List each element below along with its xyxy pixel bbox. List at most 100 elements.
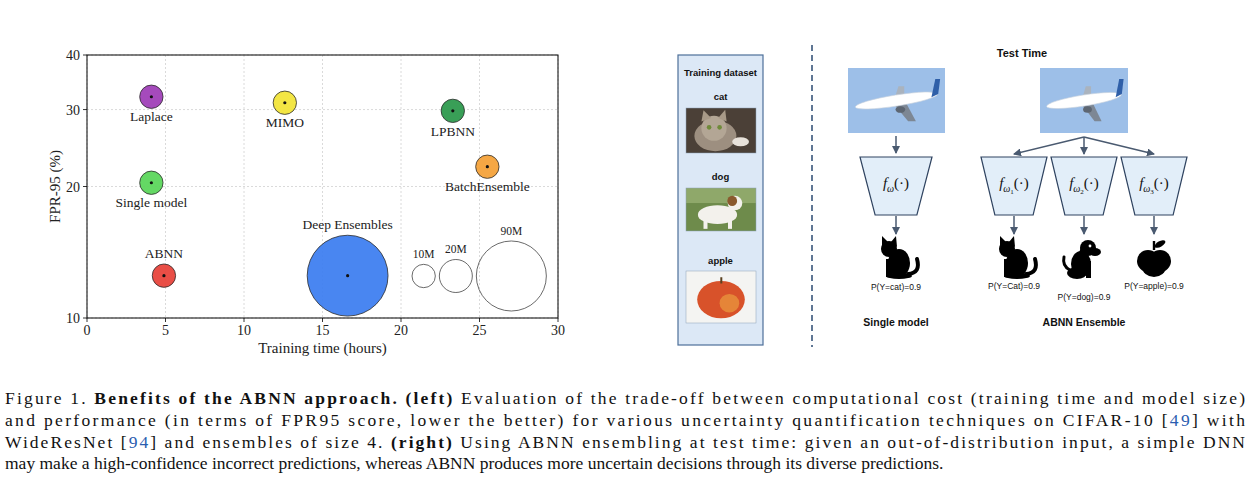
prediction-icon (999, 236, 1036, 279)
bubble-label: Laplace (130, 109, 173, 124)
bubble (476, 155, 499, 178)
photo-frame (686, 271, 756, 323)
bubble-label: LPBNN (431, 124, 476, 139)
arrow (1014, 137, 1084, 154)
size-legend-circle (412, 264, 435, 287)
tail-fin (1116, 79, 1124, 97)
bubble-label: BatchEnsemble (445, 179, 530, 194)
bubble-labels: LaplaceMIMOLPBNNBatchEnsembleSingle mode… (116, 109, 530, 261)
arrow (1083, 137, 1085, 154)
caption-text: Figure 1. (5, 388, 92, 408)
bubble (140, 85, 163, 108)
caption-text: may make a high-confidence incorrect pre… (5, 453, 943, 473)
arrow (1084, 137, 1154, 154)
photo-frame (686, 108, 756, 153)
caption-text: (right) (391, 432, 452, 452)
figure: 05101520253010203040Training time (hours… (0, 0, 1252, 500)
bubble (307, 235, 388, 316)
x-tick-label: 0 (84, 323, 91, 338)
caption-ref: 94 (129, 432, 149, 452)
bubble-label: ABNN (145, 246, 184, 261)
network-label: fω1(·) (999, 175, 1029, 196)
bubble-center (486, 165, 489, 168)
cat-eye (707, 125, 712, 130)
caption-line: and performance (in terms of FPR95 score… (5, 410, 1245, 430)
x-tick (87, 318, 88, 322)
bubbles (140, 85, 499, 316)
size-legend: 10M20M90M (412, 225, 546, 311)
diagram: Training datasetcatdogappleTest Timefω(·… (678, 45, 1187, 347)
dog-patch (727, 196, 737, 206)
photo-bg (686, 188, 756, 231)
engine (896, 106, 906, 113)
y-tick-label: 10 (66, 311, 80, 326)
x-tick-label: 15 (316, 323, 330, 338)
dog-leg (704, 218, 708, 229)
cat-tail (908, 259, 918, 274)
y-tick (83, 186, 87, 187)
x-tick (479, 318, 480, 322)
cat-ear (1000, 236, 1006, 246)
caption-text: ] with (1192, 410, 1245, 430)
network-label: fω2(·) (1069, 175, 1099, 196)
plot-frame (87, 55, 558, 318)
x-tick (558, 318, 559, 322)
apple-body (697, 281, 745, 318)
x-tick-label: 20 (394, 323, 408, 338)
apple-highlight (720, 294, 740, 313)
prediction-icon (1064, 240, 1101, 279)
photo-frame (686, 188, 756, 231)
photo-bg (686, 108, 756, 153)
dog-tail (1064, 257, 1070, 270)
size-legend-label: 90M (500, 225, 522, 237)
training-item-label: dog (712, 171, 730, 182)
bubble-center (162, 274, 165, 277)
model-title: ABNN Ensemble (1043, 316, 1126, 328)
network-arg: (·) (1154, 175, 1169, 192)
bubble-center (150, 181, 153, 184)
arrow (1153, 216, 1155, 234)
x-tick-label: 10 (237, 323, 251, 338)
bubble-center (283, 101, 286, 104)
dog-leg (728, 218, 732, 229)
bubble (441, 99, 464, 122)
size-legend-label: 20M (445, 243, 467, 255)
bubble-label: MIMO (266, 115, 305, 130)
x-axis-label: Training time (hours) (258, 340, 387, 357)
network-sub: ω (1003, 183, 1010, 194)
cat-ear (1009, 236, 1015, 247)
tail-fin (931, 79, 940, 97)
arrow (895, 136, 897, 153)
prediction-label: P(Y=cat)=0.9 (871, 282, 921, 292)
arrow (1083, 216, 1085, 234)
photo-bg-top (686, 188, 756, 203)
plane-image (848, 68, 945, 133)
bubble (140, 171, 163, 194)
background (0, 0, 1252, 500)
caption-ref: 49 (1170, 410, 1190, 430)
sky (1040, 68, 1128, 133)
network-label: fω3(·) (1139, 175, 1169, 196)
caption-text: ] and ensembles of size 4. (150, 432, 389, 452)
cat-ear (882, 236, 888, 246)
training-panel-title: Training dataset (684, 67, 758, 78)
training-item-label: cat (714, 91, 729, 102)
prediction-label: P(Y=Cat)=0.9 (988, 281, 1040, 291)
caption: Figure 1. Benefits of the ABNN approach.… (5, 388, 1245, 473)
photo (686, 188, 756, 231)
dog-snout (1089, 248, 1101, 256)
cat-eye (717, 125, 722, 130)
network-block (860, 157, 932, 215)
caption-line: Figure 1. Benefits of the ABNN approach.… (5, 388, 1245, 408)
network-block (1121, 157, 1187, 215)
apple-leaf (1153, 239, 1166, 250)
fuselage (854, 89, 938, 113)
dog-head (728, 196, 743, 211)
bubble-center (150, 95, 153, 98)
x-tick (165, 318, 166, 322)
dog-eye (1089, 245, 1092, 248)
network-sub: ω (1143, 183, 1150, 194)
caption-text: and performance (in terms of FPR95 score… (5, 410, 1168, 430)
caption-line: may make a high-confidence incorrect pre… (5, 453, 943, 473)
network-arg: (·) (1084, 175, 1099, 192)
